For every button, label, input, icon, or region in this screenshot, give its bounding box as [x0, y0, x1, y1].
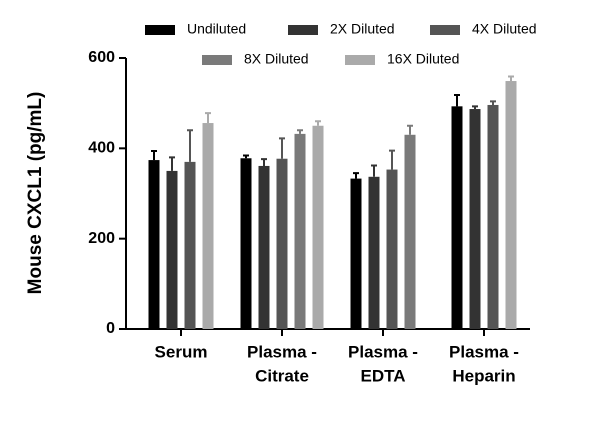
- error-bar: [490, 100, 496, 105]
- x-tick-label: EDTA: [360, 366, 405, 385]
- y-axis-label: Mouse CXCL1 (pg/mL): [25, 92, 46, 295]
- error-bar: [407, 124, 413, 135]
- legend-swatch: [345, 55, 375, 65]
- y-tick-label: 0: [106, 320, 115, 337]
- bar: [166, 170, 178, 329]
- legend-swatch: [202, 55, 232, 65]
- bar: [404, 134, 416, 329]
- legend-label: Undiluted: [187, 21, 246, 37]
- bar: [276, 158, 288, 329]
- bar: [469, 109, 481, 329]
- bar: [294, 133, 306, 329]
- bar: [312, 125, 324, 329]
- error-bar: [389, 149, 395, 170]
- error-bar: [261, 158, 267, 166]
- bar: [202, 123, 214, 329]
- legend-swatch: [145, 25, 175, 35]
- bar: [505, 81, 517, 329]
- x-tick-label: Plasma -: [348, 342, 418, 361]
- bar: [148, 160, 160, 329]
- error-bar: [279, 137, 285, 159]
- legend-swatch: [430, 25, 460, 35]
- error-bar: [371, 164, 377, 177]
- error-bar: [508, 75, 514, 82]
- error-bar: [169, 156, 175, 171]
- bar: [368, 176, 380, 329]
- legend-swatch: [288, 25, 318, 35]
- error-bar: [454, 94, 460, 107]
- error-bar: [187, 129, 193, 162]
- error-bar: [315, 120, 321, 126]
- legend-label: 8X Diluted: [244, 51, 309, 67]
- error-bar: [472, 105, 478, 110]
- x-tick-label: Citrate: [255, 366, 309, 385]
- error-bar: [205, 112, 211, 124]
- x-tick-label: Plasma -: [247, 342, 317, 361]
- x-tick-label: Heparin: [452, 366, 515, 385]
- x-tick-label: Serum: [155, 342, 208, 361]
- bar: [451, 106, 463, 329]
- error-bar: [297, 129, 303, 134]
- x-tick-label: Plasma -: [449, 342, 519, 361]
- legend-label: 2X Diluted: [330, 21, 395, 37]
- bar: [240, 158, 252, 329]
- bar: [350, 178, 362, 329]
- legend-label: 4X Diluted: [472, 21, 537, 37]
- y-tick-label: 600: [88, 49, 115, 66]
- bar: [258, 165, 270, 329]
- y-tick-label: 400: [88, 140, 115, 157]
- y-tick-label: 200: [88, 230, 115, 247]
- bar: [184, 161, 196, 329]
- bar: [386, 169, 398, 329]
- bar: [487, 104, 499, 330]
- legend-label: 16X Diluted: [387, 51, 459, 67]
- error-bar: [151, 150, 157, 161]
- error-bar: [353, 172, 359, 179]
- error-bar: [243, 154, 249, 159]
